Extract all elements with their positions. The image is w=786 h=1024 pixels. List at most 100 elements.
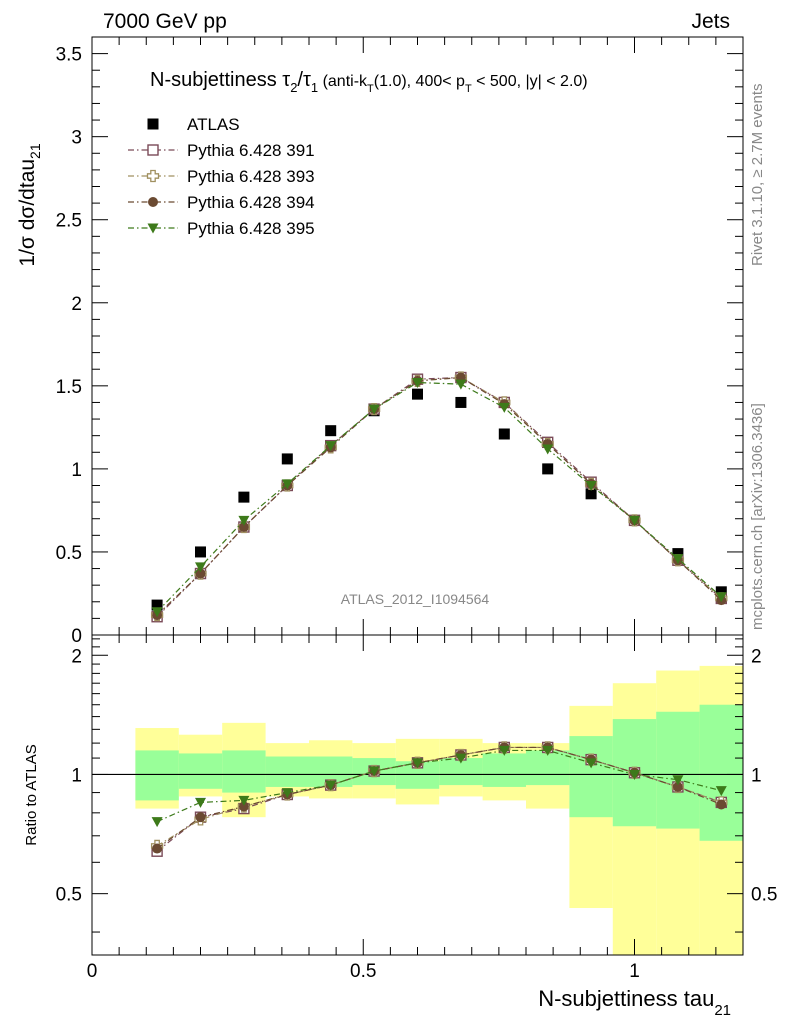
data-point [585,481,597,491]
data-point [715,586,727,598]
legend-label: Pythia 6.428 393 [187,167,315,186]
ratio-y-tick-label-right: 1 [751,765,762,786]
analysis-label: ATLAS_2012_I1094564 [341,591,490,607]
main-panel: 00.511.522.533.5 N-subjettiness τ2/τ1 (a… [16,36,744,647]
data-point [195,562,206,573]
ratio-point [238,795,250,806]
legend-item: Pythia 6.428 391 [128,141,315,160]
title-slash: / [297,69,303,91]
legend-label: Pythia 6.428 391 [187,141,315,160]
title-name: N-subjettiness [150,69,282,91]
data-point [325,441,337,452]
title-subT2: T [465,83,472,95]
ratio-panel: 0.5 0.5 1 1 2 2 0 0.5 1 Ratio to ATLAS N-subjett… [23,634,777,1019]
ratio-ylabel: Ratio to ATLAS [23,744,40,845]
data-point [629,515,640,526]
y-tick-label: 1 [71,460,82,481]
data-point [195,546,206,558]
legend: ATLAS Pythia 6.428 391 Pythia 6.428 393 Pyt… [128,115,315,238]
band-green [569,736,613,818]
ratio-xlabel-text: N-subjettiness tau [538,986,714,1011]
ratio-xlabel: N-subjettiness tau21 [538,986,731,1019]
mcplots-label: mcplots.cern.ch [arXiv:1306.3436] [749,403,766,630]
series-line-4 [156,381,722,613]
ratio-line-3 [156,749,722,823]
ratio-plot-area [92,665,743,955]
y-tick-label: 3 [71,128,82,149]
ratio-point [672,781,683,792]
ratio-point [238,801,249,812]
y-tick-label: 2 [71,294,82,315]
x-tick-label: 0.5 [350,961,376,982]
band-green [699,704,743,841]
main-ylabel-text: 1/σ dσ/dtau [16,159,39,267]
data-point [195,568,206,579]
legend-marker [148,197,158,207]
ratio-point [368,766,380,777]
y-tick-label: 1.5 [56,377,82,398]
data-point [455,379,467,390]
ratio-point [281,788,293,799]
main-title: N-subjettiness τ2/τ1 (anti-kT(1.0), 400<… [150,69,588,95]
ratio-axes: 0.5 0.5 1 1 2 2 0 0.5 1 [56,635,777,982]
main-plot-area [150,371,728,623]
series-2 [150,371,728,622]
legend-item: Pythia 6.428 394 [128,193,315,212]
ratio-y-tick-label: 1 [71,765,82,786]
ratio-y-tick-label: 0.5 [56,885,82,906]
data-point [325,425,337,437]
title-sub2: 2 [290,80,297,95]
data-point [498,428,510,440]
legend-marker [147,223,159,234]
series-3 [152,372,727,621]
main-y-axis: 0 0.5 1 1.5 2 2.5 3 3.5 [56,36,744,647]
band-green [265,756,309,787]
data-point [368,404,380,415]
main-ylabel-sub: 21 [27,143,43,159]
title-tail: < 500, |y| < 2.0) [472,73,588,90]
header-right: Jets [691,10,730,33]
legend-item: ATLAS [147,115,240,134]
ratio-point [585,758,597,769]
band-green [135,750,179,801]
ratio-point [542,745,554,756]
ratio-point [629,769,640,780]
series-4 [151,378,727,618]
ratio-point [716,799,727,810]
ratio-point [151,817,163,828]
data-point [238,491,250,503]
data-point [281,479,293,490]
data-point [585,488,597,500]
ratio-point [498,745,510,756]
legend-marker [147,144,159,156]
ratio-y-tick-label: 2 [71,646,82,667]
data-point [498,402,510,413]
band-green [656,711,700,829]
legend-label: ATLAS [187,115,240,134]
y-tick-label: 0.5 [56,543,82,564]
main-ylabel: 1/σ dσ/dtau21 [16,143,43,266]
ratio-point [195,797,206,808]
data-point [672,554,684,565]
y-tick-label: 2.5 [56,211,82,232]
y-tick-label: 0 [71,626,82,647]
data-point [672,548,684,560]
data-point [238,515,250,526]
ratio-point [325,780,337,791]
ratio-point [455,753,467,764]
rivet-label: Rivet 3.1.10, ≥ 2.7M events [749,84,766,267]
data-point [455,396,467,408]
band-green [482,753,526,787]
legend-item: Pythia 6.428 395 [128,219,315,238]
legend-label: Pythia 6.428 395 [187,219,315,238]
data-point [238,522,249,533]
ratio-point [412,758,423,769]
data-point [412,388,423,400]
ratio-line-2 [156,746,722,850]
header-left: 7000 GeV pp [103,10,227,33]
data-point [542,463,554,475]
legend-marker [147,118,159,130]
legend-label: Pythia 6.428 394 [187,193,315,212]
title-tau1: τ [303,69,311,91]
